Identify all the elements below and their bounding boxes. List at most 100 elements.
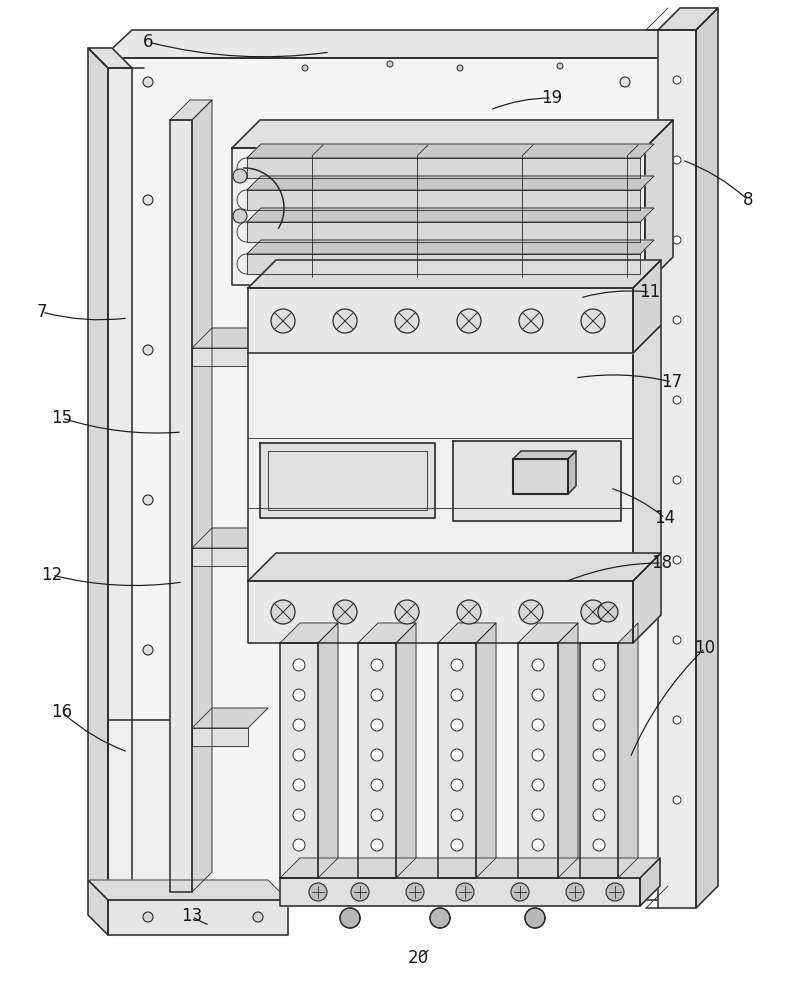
Circle shape [532,839,544,851]
Polygon shape [248,353,633,581]
Circle shape [430,908,450,928]
Text: 16: 16 [52,703,73,721]
Text: 11: 11 [639,283,661,301]
Polygon shape [192,708,268,728]
Circle shape [673,796,681,804]
Circle shape [456,883,474,901]
Circle shape [293,809,305,821]
Circle shape [451,779,463,791]
Circle shape [532,659,544,671]
Polygon shape [280,858,660,878]
Circle shape [143,795,153,805]
Polygon shape [453,441,621,521]
Circle shape [371,779,383,791]
Polygon shape [633,325,661,581]
Circle shape [451,719,463,731]
Polygon shape [88,880,108,935]
Polygon shape [280,878,640,906]
Circle shape [451,659,463,671]
Circle shape [457,65,463,71]
Polygon shape [518,623,578,643]
Circle shape [593,809,605,821]
Polygon shape [192,348,248,366]
Polygon shape [280,623,338,643]
Circle shape [593,779,605,791]
Circle shape [673,76,681,84]
Circle shape [340,908,360,928]
Circle shape [581,309,605,333]
Circle shape [557,63,563,69]
Polygon shape [660,30,690,900]
Circle shape [511,883,529,901]
Text: 6: 6 [143,33,154,51]
Circle shape [673,396,681,404]
Circle shape [143,77,153,87]
Circle shape [406,883,424,901]
Text: 10: 10 [694,639,716,657]
Circle shape [620,77,630,87]
Polygon shape [280,643,318,878]
Circle shape [233,169,247,183]
Circle shape [371,749,383,761]
Polygon shape [192,728,248,746]
Polygon shape [88,48,132,68]
Circle shape [293,749,305,761]
Polygon shape [438,623,496,643]
Circle shape [532,779,544,791]
Polygon shape [518,643,558,878]
Polygon shape [247,158,640,178]
Circle shape [525,908,545,928]
Circle shape [143,495,153,505]
Polygon shape [247,190,640,210]
Polygon shape [645,120,673,285]
Circle shape [371,719,383,731]
Circle shape [457,309,481,333]
Circle shape [451,749,463,761]
Polygon shape [513,459,568,494]
Circle shape [233,209,247,223]
Polygon shape [248,553,661,581]
Circle shape [593,719,605,731]
Polygon shape [88,48,108,908]
Circle shape [371,659,383,671]
Polygon shape [247,254,640,274]
Polygon shape [658,8,718,30]
Circle shape [143,345,153,355]
Polygon shape [260,443,435,518]
Circle shape [581,600,605,624]
Polygon shape [580,643,618,878]
Circle shape [371,809,383,821]
Polygon shape [558,623,578,878]
Polygon shape [170,120,192,892]
Circle shape [532,809,544,821]
Polygon shape [248,288,633,353]
Polygon shape [248,260,661,288]
Circle shape [673,716,681,724]
Polygon shape [633,260,661,353]
Polygon shape [88,880,288,900]
Polygon shape [396,623,416,878]
Circle shape [333,600,357,624]
Polygon shape [247,222,640,242]
Circle shape [143,195,153,205]
Text: 19: 19 [541,89,562,107]
Circle shape [451,689,463,701]
Polygon shape [438,643,476,878]
Circle shape [395,309,419,333]
Circle shape [293,839,305,851]
Text: 7: 7 [36,303,47,321]
Text: 8: 8 [743,191,753,209]
Polygon shape [358,623,416,643]
Circle shape [532,749,544,761]
Circle shape [271,600,295,624]
Circle shape [673,476,681,484]
Circle shape [293,659,305,671]
Circle shape [253,912,263,922]
Circle shape [519,600,543,624]
Text: 13: 13 [181,907,203,925]
Circle shape [293,719,305,731]
Circle shape [451,839,463,851]
Polygon shape [247,240,654,254]
Polygon shape [232,148,645,285]
Polygon shape [633,553,661,643]
